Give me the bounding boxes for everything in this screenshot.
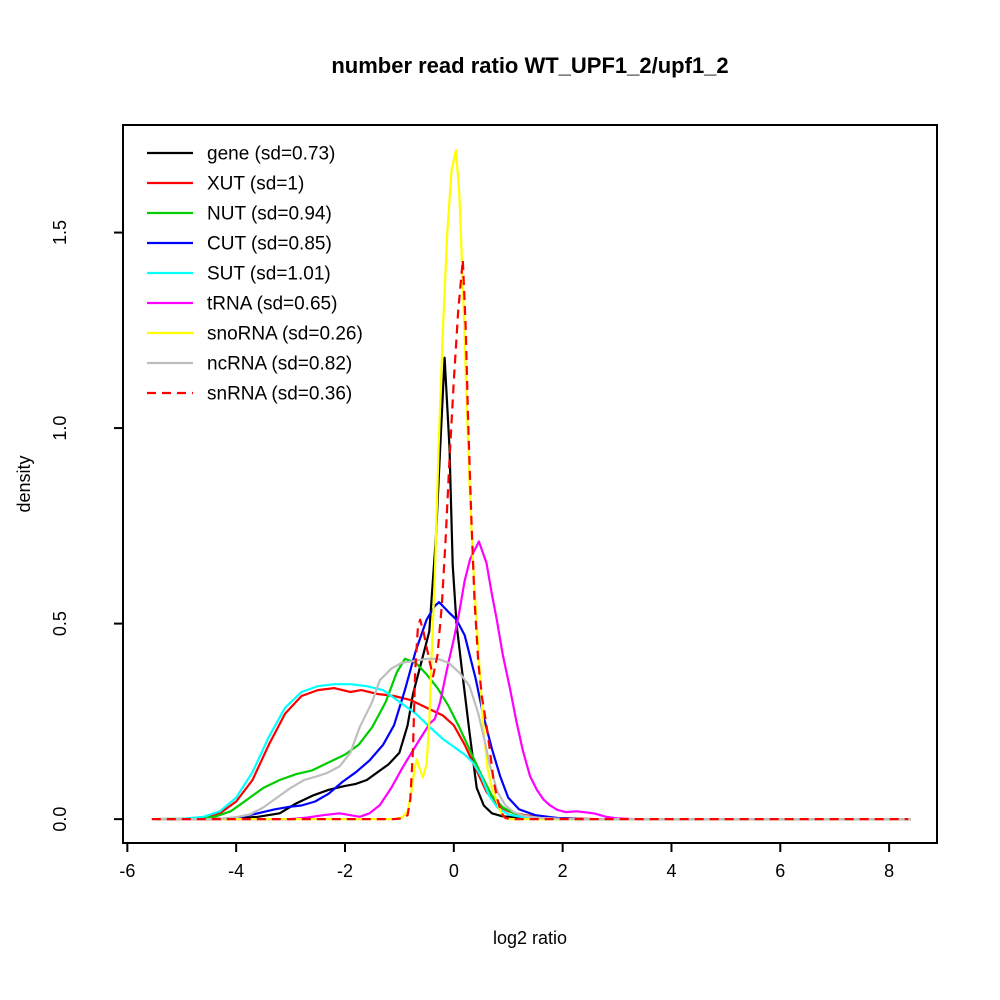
density-curves — [151, 149, 911, 821]
curve-ncRNA — [154, 657, 911, 821]
curve-NUT — [154, 657, 911, 821]
legend-label-NUT: NUT (sd=0.94) — [207, 204, 332, 225]
y-axis: 0.0 0.5 1.0 1.5 — [50, 220, 123, 832]
curve-snoRNA — [154, 149, 911, 821]
legend-label-snoRNA: snoRNA (sd=0.26) — [207, 324, 363, 345]
y-tick-label: 0.5 — [50, 611, 70, 636]
y-tick-label: 0.0 — [50, 807, 70, 832]
legend-label-XUT: XUT (sd=1) — [207, 174, 304, 195]
curve-tRNA — [154, 540, 911, 821]
x-tick-label: 2 — [558, 861, 568, 881]
x-tick-label: 8 — [884, 861, 894, 881]
legend-label-tRNA: tRNA (sd=0.65) — [207, 294, 337, 315]
y-tick-label: 1.5 — [50, 220, 70, 245]
legend-label-snRNA: snRNA (sd=0.36) — [207, 384, 352, 405]
x-tick-label: -4 — [228, 861, 244, 881]
x-tick-label: 6 — [775, 861, 785, 881]
x-axis: -6 -4 -2 0 2 4 6 8 — [119, 843, 894, 881]
curve-SUT — [154, 683, 911, 821]
legend-label-gene: gene (sd=0.73) — [207, 144, 335, 165]
curve-CUT — [154, 600, 911, 821]
legend: gene (sd=0.73) XUT (sd=1) NUT (sd=0.94) CUT… — [147, 144, 363, 405]
x-tick-label: -6 — [119, 861, 135, 881]
curve-snRNA — [151, 258, 909, 821]
legend-label-ncRNA: ncRNA (sd=0.82) — [207, 354, 352, 375]
x-tick-label: 4 — [666, 861, 676, 881]
curve-gene — [154, 356, 911, 821]
legend-label-CUT: CUT (sd=0.85) — [207, 234, 332, 255]
chart-title: number read ratio WT_UPF1_2/upf1_2 — [331, 53, 728, 78]
legend-label-SUT: SUT (sd=1.01) — [207, 264, 331, 285]
x-tick-label: -2 — [337, 861, 353, 881]
x-axis-title: log2 ratio — [493, 928, 567, 948]
x-tick-label: 0 — [449, 861, 459, 881]
y-axis-title: density — [14, 455, 34, 512]
y-tick-label: 1.0 — [50, 416, 70, 441]
plot-box — [122, 124, 938, 844]
curve-XUT — [154, 686, 911, 821]
